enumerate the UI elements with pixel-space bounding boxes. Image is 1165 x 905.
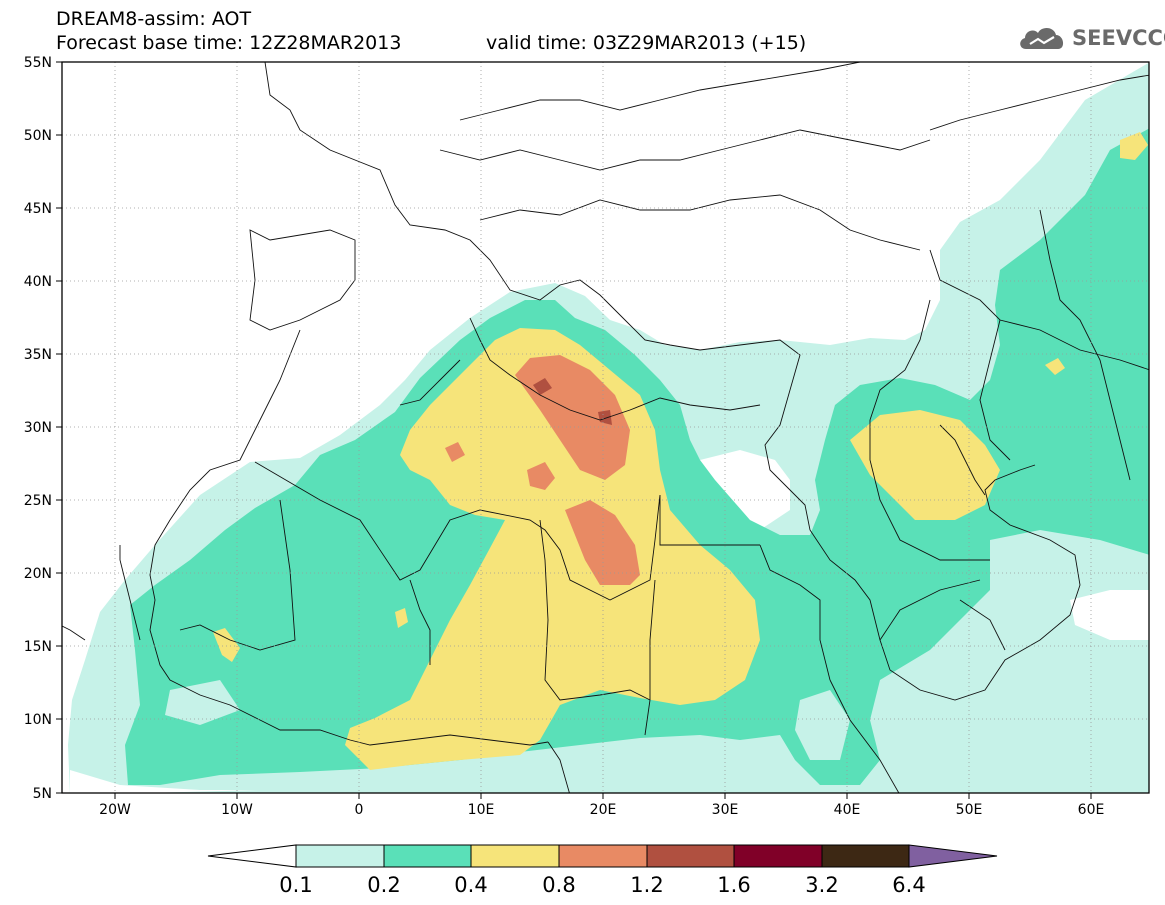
lat-label: 35N (24, 347, 52, 363)
lat-label: 45N (24, 201, 52, 217)
colorbar-label: 0.4 (454, 873, 487, 897)
colorbar-swatch (733, 844, 823, 868)
base-time: Forecast base time: 12Z28MAR2013 (56, 32, 402, 54)
lon-label: 20E (590, 802, 617, 818)
lat-label: 15N (24, 639, 52, 655)
latitude-labels: 55N 50N 45N 40N 35N 30N 25N 20N 15N 10N … (24, 55, 52, 802)
lat-label: 30N (24, 420, 52, 436)
seevccc-logo: SEEVCCC (1016, 22, 1165, 54)
colorbar-swatch (383, 844, 472, 868)
colorbar-label: 3.2 (805, 873, 838, 897)
colorbar (207, 844, 998, 868)
colorbar-label: 0.2 (367, 873, 400, 897)
lon-label: 60E (1078, 802, 1105, 818)
colorbar-swatch (646, 844, 735, 868)
lat-label: 25N (24, 493, 52, 509)
lon-label: 40E (834, 802, 861, 818)
aot-band-1.2 (533, 378, 552, 395)
colorbar-label: 0.8 (542, 873, 575, 897)
lat-label: 5N (33, 786, 52, 802)
colorbar-swatch (295, 844, 385, 868)
title-line-1: DREAM8-assim: AOT (56, 8, 252, 30)
lon-label: 10W (221, 802, 253, 818)
lat-label: 55N (24, 55, 52, 71)
aot-band-0.4 (345, 328, 760, 770)
lon-label: 30E (712, 802, 739, 818)
colorbar-label: 1.2 (630, 873, 663, 897)
colorbar-label: 1.6 (717, 873, 750, 897)
colorbar-high-arrow (908, 844, 998, 868)
longitude-labels: 20W 10W 0 10E 20E 30E 40E 50E 60E (99, 802, 1104, 818)
lon-label: 0 (355, 802, 364, 818)
lon-label: 50E (956, 802, 983, 818)
colorbar-swatch (821, 844, 910, 868)
lat-label: 20N (24, 566, 52, 582)
colorbar-low-arrow (207, 844, 297, 868)
colorbar-swatch (470, 844, 560, 868)
lat-label: 10N (24, 712, 52, 728)
valid-time: valid time: 03Z29MAR2013 (+15) (486, 32, 807, 54)
colorbar-label: 6.4 (892, 873, 925, 897)
cloud-icon (1020, 27, 1064, 49)
title-line-2: Forecast base time: 12Z28MAR2013 valid ti… (56, 32, 806, 54)
lon-label: 10E (468, 802, 495, 818)
colorbar-labels: 0.1 0.2 0.4 0.8 1.2 1.6 3.2 6.4 (279, 873, 925, 897)
lat-label: 40N (24, 274, 52, 290)
logo-text: SEEVCCC (1072, 26, 1165, 50)
lon-label: 20W (99, 802, 131, 818)
colorbar-swatch (558, 844, 648, 868)
lat-label: 50N (24, 128, 52, 144)
colorbar-label: 0.1 (279, 873, 312, 897)
axis-ticks (56, 61, 1092, 799)
coastlines-borders (62, 62, 1149, 793)
